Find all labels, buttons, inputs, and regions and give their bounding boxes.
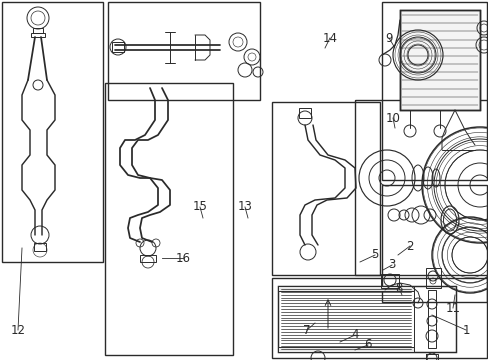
Bar: [34, 243, 46, 251]
Bar: [380, 274, 398, 288]
Text: 8: 8: [394, 282, 402, 294]
Text: 4: 4: [350, 328, 358, 342]
Bar: [33, 28, 43, 33]
Bar: [105, 83, 232, 355]
Text: 1: 1: [461, 324, 469, 337]
Bar: [112, 42, 124, 52]
Text: 13: 13: [237, 201, 252, 213]
Text: 14: 14: [322, 31, 337, 45]
Text: 2: 2: [406, 239, 413, 252]
Text: 16: 16: [175, 252, 190, 265]
Bar: [425, 354, 437, 360]
Text: 7: 7: [303, 324, 310, 337]
Bar: [399, 10, 479, 110]
Bar: [381, 2, 486, 180]
Bar: [278, 286, 413, 291]
Bar: [278, 286, 455, 352]
Bar: [399, 10, 479, 110]
Text: 5: 5: [370, 248, 378, 261]
Bar: [31, 33, 45, 37]
Text: 10: 10: [385, 112, 400, 125]
Text: 15: 15: [192, 201, 207, 213]
Text: 6: 6: [364, 338, 371, 351]
Bar: [381, 185, 486, 302]
Bar: [413, 286, 455, 352]
Bar: [271, 278, 486, 358]
Bar: [425, 268, 440, 288]
Bar: [108, 2, 260, 100]
Bar: [354, 100, 488, 275]
Text: 9: 9: [385, 31, 392, 45]
Text: 3: 3: [387, 258, 395, 271]
Text: 12: 12: [10, 324, 25, 337]
Bar: [298, 108, 310, 118]
Bar: [427, 290, 435, 348]
Bar: [140, 255, 156, 262]
Text: 11: 11: [445, 302, 460, 315]
Bar: [2, 2, 103, 262]
Bar: [271, 102, 379, 275]
Bar: [278, 347, 413, 352]
